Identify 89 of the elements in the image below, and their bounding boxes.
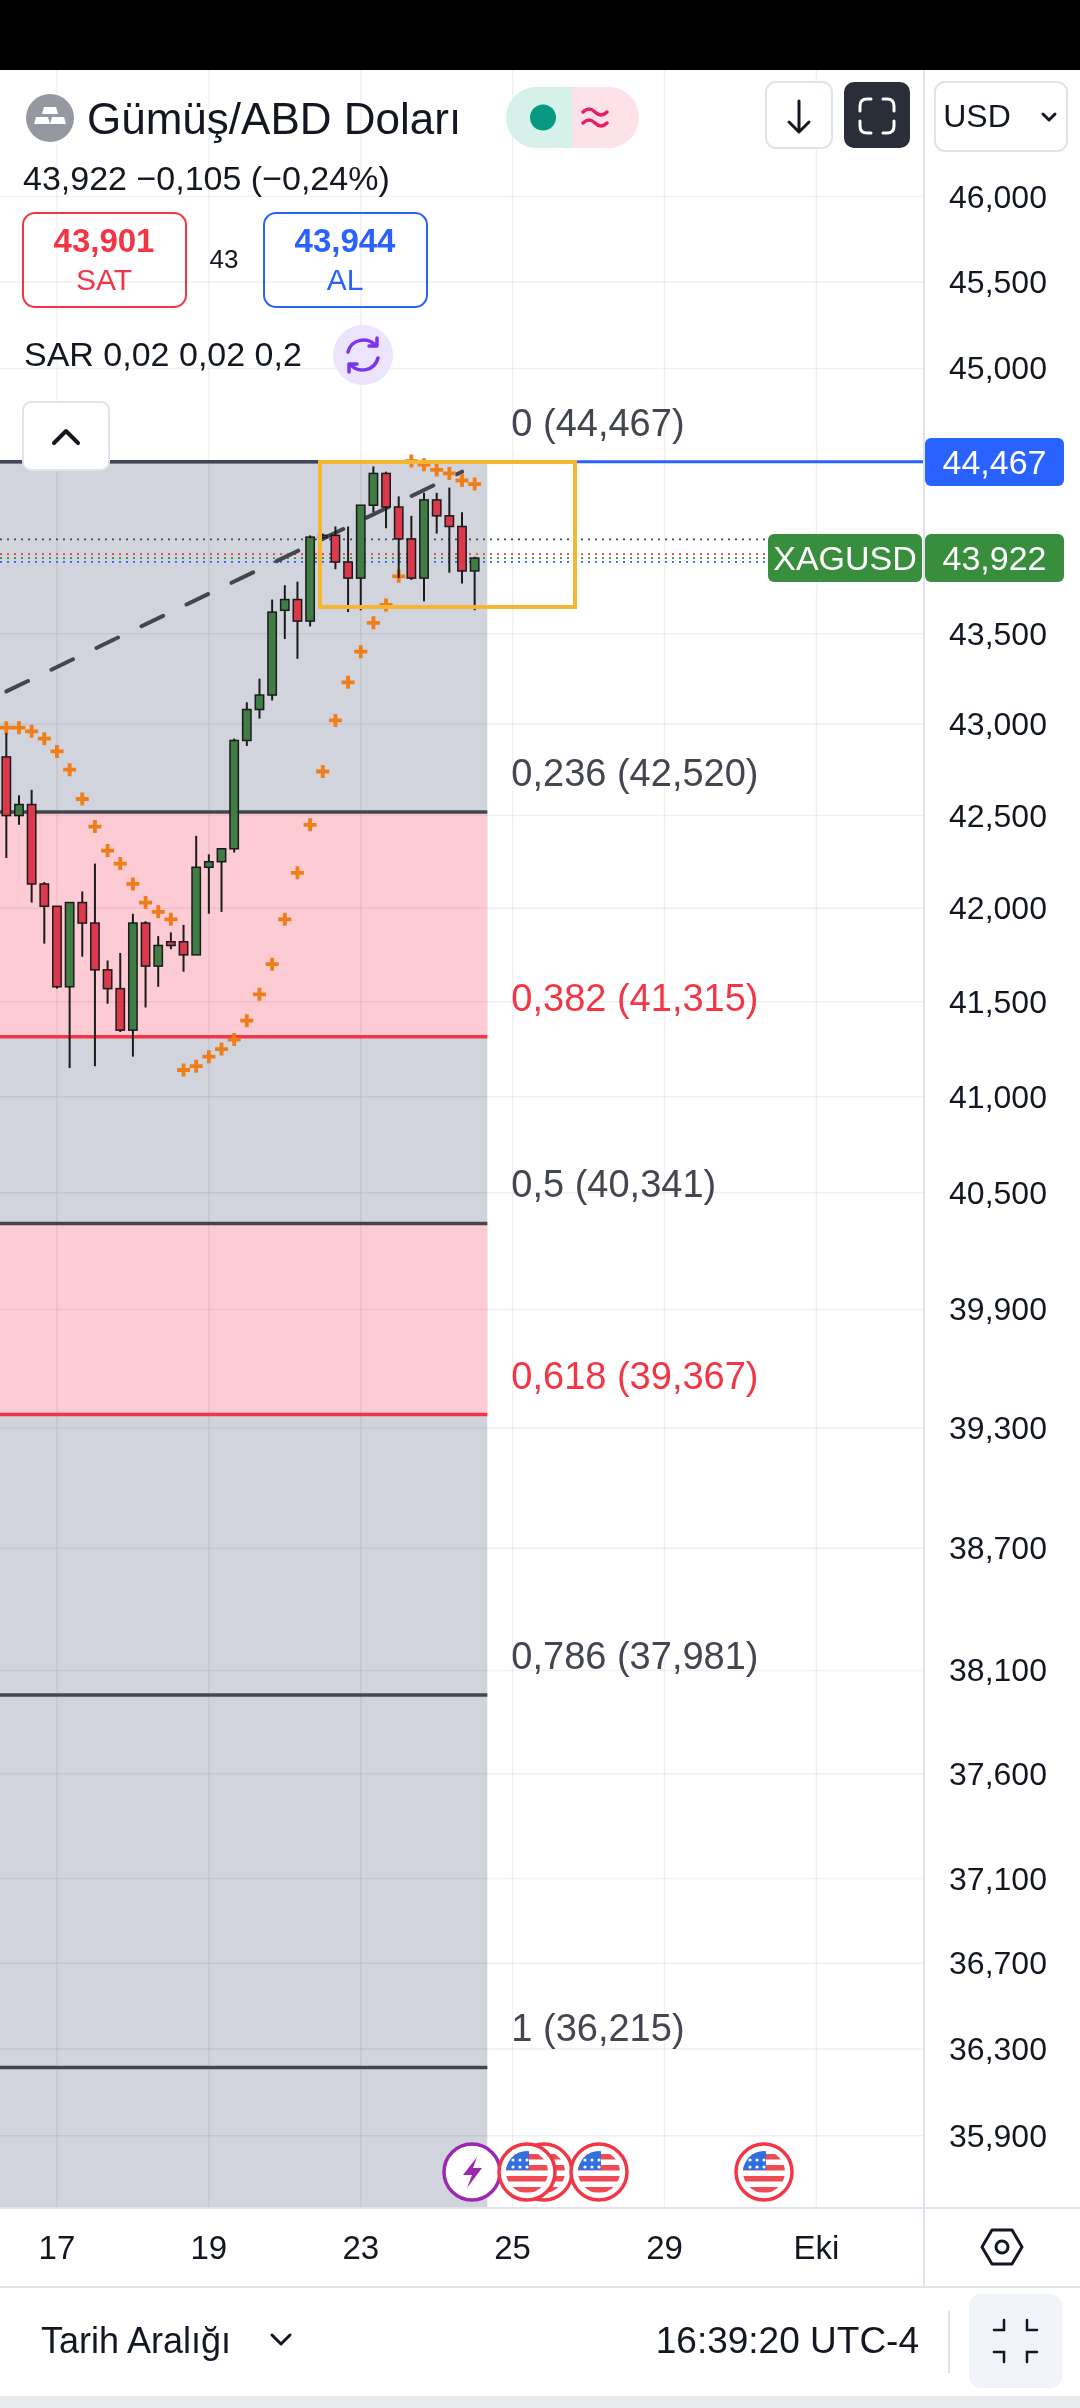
point (61, 761, 79, 779)
y-tick-label: 36,700 (949, 1945, 1047, 1982)
y-tick-label: 41,500 (949, 983, 1047, 1020)
point (289, 864, 306, 882)
annotation: SAR 0,02 0,02 0,2 (24, 335, 302, 373)
y-tick-label: 41,000 (949, 1078, 1047, 1115)
candlestick (292, 580, 303, 660)
x-tick-label: 19 (190, 2229, 228, 2266)
candlestick (444, 486, 455, 574)
point (276, 910, 294, 928)
point (48, 743, 66, 760)
y-tick-label: 37,600 (949, 1755, 1047, 1792)
candlestick (39, 881, 50, 945)
point (23, 722, 41, 740)
y-tick-label: 42,000 (949, 890, 1047, 927)
candlestick (431, 491, 442, 535)
text: 16:39:20 UTC-4 (655, 2320, 919, 2361)
candlestick (279, 584, 290, 641)
y-tick-label: 45,000 (949, 350, 1047, 387)
y-tick-label: 38,100 (949, 1652, 1047, 1689)
y-tick-label: 38,700 (949, 1530, 1047, 1567)
y-tick-label: 37,100 (949, 1860, 1047, 1897)
candlestick (254, 677, 265, 720)
point (124, 875, 142, 893)
point (238, 1012, 256, 1030)
ref-line-label: 1 (36,215) (511, 2007, 685, 2050)
point (365, 614, 382, 632)
candlestick (203, 853, 214, 915)
y-tick-label: 43,000 (949, 706, 1047, 743)
point (339, 673, 357, 691)
point (149, 903, 167, 921)
candlestick (153, 935, 164, 988)
point (162, 910, 180, 928)
ref-line-label: 0 (44,467) (511, 401, 685, 444)
candlestick (343, 525, 354, 614)
ref-line-label: 0,618 (39,367) (511, 1354, 759, 1397)
point (213, 1040, 230, 1058)
y-tick-label: 45,500 (949, 264, 1047, 301)
text: Gümüş/ABD Doları (87, 94, 462, 143)
point (111, 855, 129, 872)
point (35, 730, 53, 748)
annotation: 43,944 (294, 222, 397, 259)
x-tick-label: 17 (38, 2229, 76, 2266)
text: 43,922 −0,105 (−0,24%) (23, 159, 390, 197)
point (327, 712, 344, 729)
candlestick (77, 890, 88, 958)
point (453, 472, 471, 489)
point (175, 1061, 192, 1079)
candlestick (14, 794, 24, 826)
point (200, 1048, 218, 1066)
point (137, 894, 154, 911)
x-tick-label: 29 (646, 2229, 683, 2266)
y-tick-label: 36,300 (949, 2031, 1047, 2068)
annotation: SAT (75, 263, 133, 296)
annotation: 43 (209, 244, 239, 274)
text: 43,922 (942, 539, 1047, 577)
ref-line-label: 0,786 (37,981) (511, 1634, 759, 1677)
candlestick (469, 555, 480, 612)
ref-line-label: 0,236 (42,520) (511, 751, 759, 794)
point (73, 790, 91, 808)
y-tick-label: 35,900 (949, 2117, 1047, 2154)
point (352, 643, 370, 661)
point (301, 816, 319, 834)
y-tick-label: 39,900 (949, 1291, 1047, 1328)
annotation: AL (326, 263, 364, 296)
candlestick (216, 847, 227, 913)
point (263, 955, 281, 973)
y-tick-label: 43,500 (949, 615, 1047, 652)
x-tick-label: Eki (793, 2229, 840, 2266)
y-tick-label: 42,500 (949, 797, 1047, 834)
ref-line-label: 0,5 (40,341) (511, 1163, 717, 1206)
candlestick (102, 959, 113, 1005)
x-tick-label: 25 (494, 2229, 531, 2266)
text: 44,467 (942, 443, 1047, 481)
y-tick-label: 40,500 (949, 1174, 1047, 1211)
point (440, 465, 458, 482)
text: USD (943, 98, 1011, 134)
annotation: 43,901 (53, 222, 155, 259)
x-tick-label: 23 (342, 2229, 380, 2266)
y-tick-label: 39,300 (949, 1409, 1047, 1446)
candlestick (178, 923, 189, 973)
point (187, 1057, 205, 1075)
y-tick-label: 46,000 (949, 178, 1047, 215)
point (466, 475, 484, 493)
point (314, 763, 332, 780)
point (10, 719, 28, 737)
point (251, 985, 268, 1003)
ref-line-label: 0,382 (41,315) (511, 976, 759, 1019)
text: Tarih Aralığı (41, 2320, 232, 2361)
